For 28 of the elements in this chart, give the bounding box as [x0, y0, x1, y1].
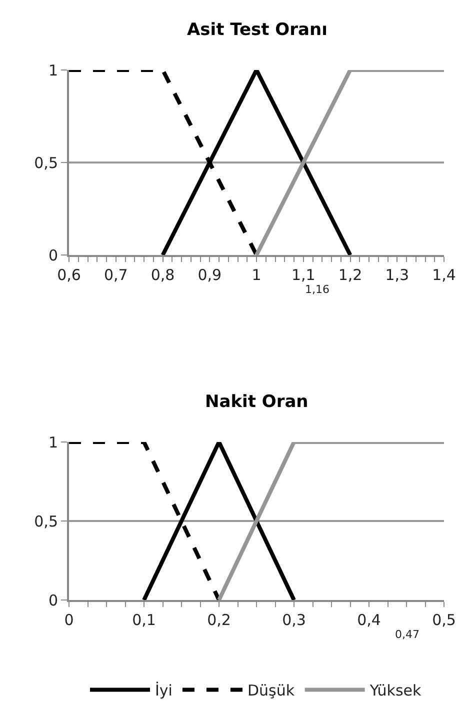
x-tick-label: 0,9 [198, 266, 222, 284]
x-tick-label: 0,7 [104, 266, 128, 284]
x-tick-label: 1,3 [385, 266, 410, 284]
x-tick-label: 0,4 [357, 611, 381, 629]
x-tick-label: 0,8 [150, 266, 175, 284]
x-tick-label: 1,2 [338, 266, 362, 284]
y-tick-label: 0,5 [34, 154, 58, 172]
text: 1,16 [305, 283, 330, 296]
x-tick-label: 1,4 [432, 266, 456, 284]
y-tick-label: 0 [48, 246, 58, 264]
x-tick-label: 0,6 [57, 266, 81, 284]
x-tick-label: 1 [252, 266, 262, 284]
x-tick-label: 0,1 [132, 611, 156, 629]
x-tick-label: 0,2 [207, 611, 231, 629]
x-tick-label: 0,5 [432, 611, 456, 629]
legend-label: Düşük [247, 682, 295, 700]
x-tick-label: 1,1 [291, 266, 316, 284]
text: 0,47 [395, 628, 420, 641]
chart-title: Asit Test Oranı [187, 20, 328, 40]
legend-label: İyi [155, 682, 172, 700]
chart-title: Nakit Oran [205, 392, 308, 412]
y-tick-label: 0,5 [34, 512, 58, 530]
x-tick-label: 0 [64, 611, 74, 629]
y-tick-label: 1 [48, 433, 58, 452]
x-tick-label: 0,3 [282, 611, 306, 629]
y-tick-label: 0 [48, 591, 58, 610]
legend-label: Yüksek [368, 682, 422, 700]
y-tick-label: 1 [48, 61, 58, 80]
